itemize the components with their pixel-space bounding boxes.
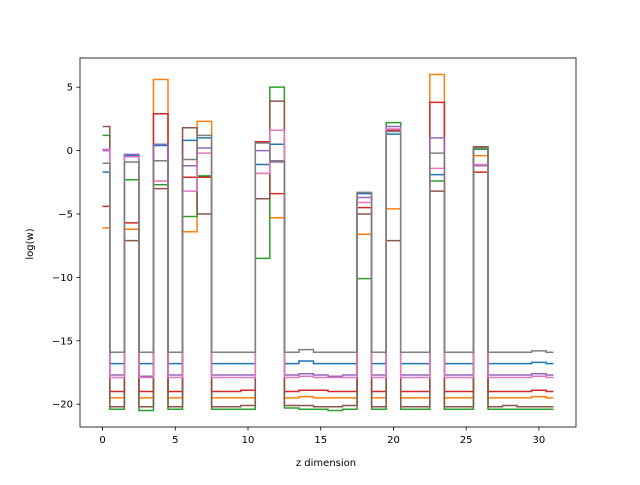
- axes-layer: 0 5 10 15 20 25 30 −20 −15 −10 −5 0 5: [52, 57, 577, 446]
- y-tick-label: −20: [52, 400, 73, 411]
- series-line-8: [102, 130, 554, 353]
- series-layer: [102, 73, 554, 412]
- y-tick-label: 0: [67, 146, 73, 157]
- x-tick-label: 25: [460, 435, 473, 446]
- y-tick-label: 5: [67, 83, 73, 94]
- x-tick-label: 30: [533, 435, 546, 446]
- x-tick-label: 10: [242, 435, 255, 446]
- y-tick-label: −10: [52, 273, 73, 284]
- x-tick-label: 15: [314, 435, 327, 446]
- x-axis-label: z dimension: [296, 458, 356, 469]
- y-tick-label: −5: [58, 209, 73, 220]
- plot-frame: [79, 57, 577, 428]
- x-tick-label: 0: [99, 435, 105, 446]
- y-axis-label: log(w): [25, 228, 36, 259]
- x-tick-label: 5: [172, 435, 178, 446]
- y-tick-label: −15: [52, 336, 73, 347]
- x-tick-label: 20: [387, 435, 400, 446]
